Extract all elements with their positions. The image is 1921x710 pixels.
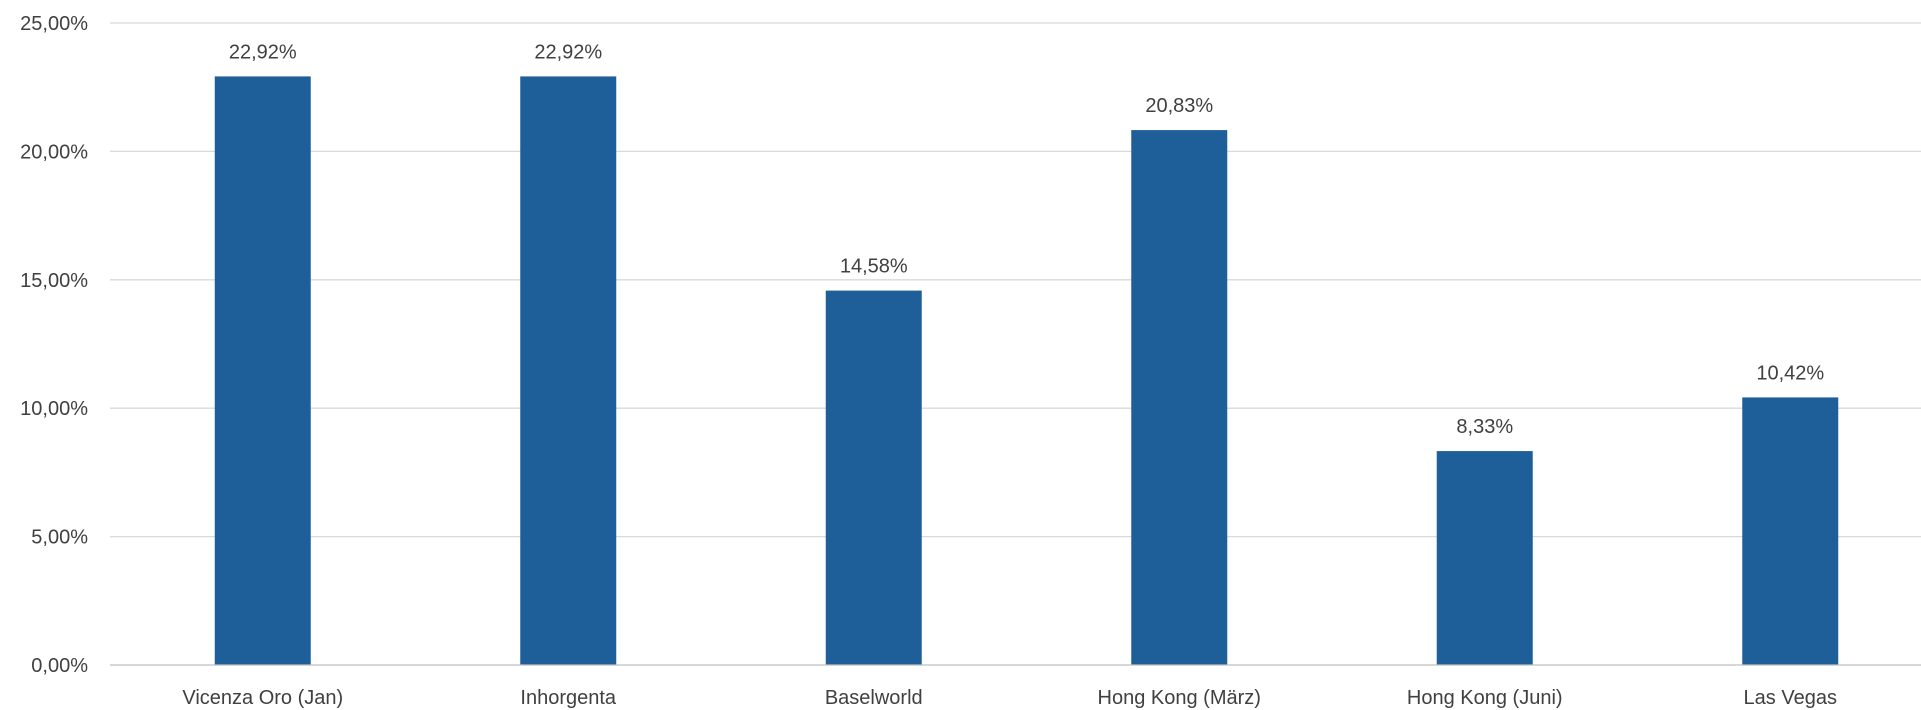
bar [1436, 451, 1533, 665]
bar [214, 76, 311, 665]
bar [1131, 130, 1228, 666]
y-tick-label: 15,00% [20, 270, 88, 292]
x-category-label: Las Vegas [1744, 687, 1837, 709]
y-tick-label: 5,00% [31, 527, 88, 549]
x-category-label: Vicenza Oro (Jan) [182, 687, 343, 709]
x-category-label: Baselworld [825, 687, 923, 709]
gridlines [110, 22, 1921, 538]
x-category-label: Hong Kong (Juni) [1407, 687, 1563, 709]
y-tick-label: 25,00% [20, 13, 88, 35]
data-label: 20,83% [1145, 95, 1213, 117]
x-category-label: Inhorgenta [520, 687, 617, 709]
data-label: 14,58% [840, 256, 908, 278]
data-label: 22,92% [229, 41, 297, 63]
data-label: 8,33% [1456, 416, 1513, 438]
x-axis-category-labels: Vicenza Oro (Jan) Inhorgenta Baselworld Hon… [182, 687, 1837, 709]
y-tick-label: 20,00% [20, 141, 88, 163]
data-label: 22,92% [534, 41, 602, 63]
bar [825, 290, 922, 665]
y-axis-tick-labels: 0,00% 5,00% 10,00% 15,00% 20,00% 25,00% [20, 13, 88, 677]
y-tick-label: 0,00% [31, 655, 88, 677]
data-labels: 22,92% 22,92% 14,58% 20,83% 8,33% 10,42% [229, 41, 1825, 438]
y-tick-label: 10,00% [20, 398, 88, 420]
data-label: 10,42% [1756, 362, 1824, 384]
bars [214, 76, 1839, 666]
bar [1742, 397, 1839, 665]
bar [520, 76, 617, 665]
x-category-label: Hong Kong (März) [1098, 687, 1261, 709]
